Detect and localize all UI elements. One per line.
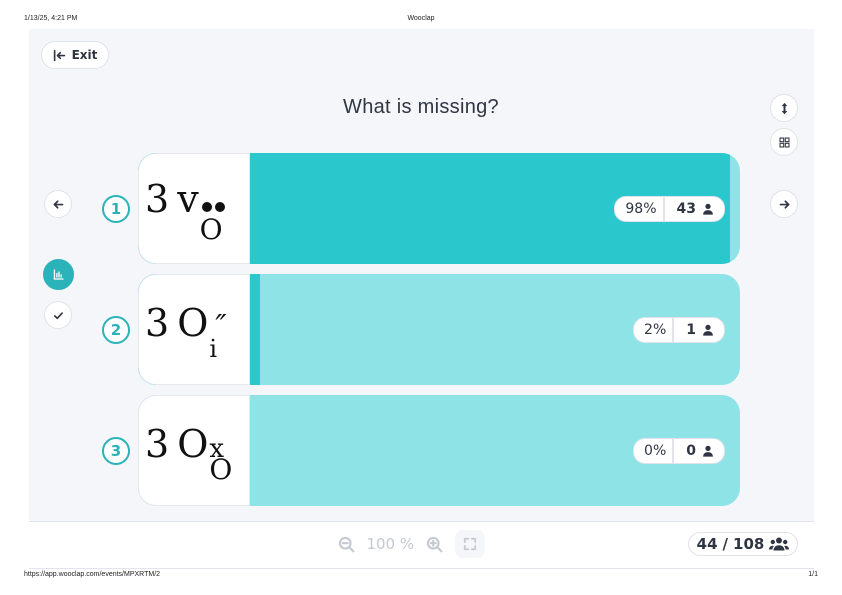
print-datetime: 1/13/25, 4:21 PM bbox=[24, 15, 78, 22]
resize-button[interactable] bbox=[770, 94, 798, 122]
check-icon bbox=[53, 311, 63, 319]
user-icon bbox=[703, 324, 713, 336]
user-icon bbox=[703, 203, 713, 215]
formula-superscript: ″ bbox=[215, 308, 227, 344]
user-icon bbox=[703, 445, 713, 457]
result-count-value: 0 bbox=[686, 443, 696, 459]
option-number: 1 bbox=[102, 195, 130, 223]
fullscreen-button[interactable] bbox=[454, 530, 485, 558]
formula-coefficient: 3 bbox=[145, 177, 170, 221]
formula-coefficient: 3 bbox=[145, 421, 170, 466]
grid-layout-icon bbox=[779, 137, 789, 147]
exit-icon bbox=[53, 49, 65, 61]
result-percent: 0% bbox=[634, 439, 675, 463]
fullscreen-icon bbox=[463, 537, 477, 551]
result-stats: 0% 0 bbox=[633, 438, 725, 464]
formula-superscript bbox=[201, 202, 225, 212]
result-stats: 2% 1 bbox=[633, 317, 725, 343]
formula-base: O bbox=[177, 300, 209, 345]
option-number: 2 bbox=[102, 316, 130, 344]
print-url: https://app.wooclap.com/events/MPXRTM/2 bbox=[24, 571, 161, 578]
zoom-out-button[interactable] bbox=[335, 533, 357, 555]
next-button[interactable] bbox=[770, 190, 798, 218]
formula-base: v bbox=[177, 177, 199, 221]
result-percent: 98% bbox=[615, 197, 665, 221]
formula-subscript: O bbox=[209, 452, 233, 486]
formula-base: O bbox=[177, 421, 209, 466]
participants-separator: / bbox=[722, 535, 729, 553]
users-icon bbox=[769, 537, 790, 551]
zoom-in-icon bbox=[426, 536, 443, 552]
result-count: 1 bbox=[674, 318, 724, 342]
option-formula: 3 O x O bbox=[138, 395, 250, 506]
result-stats: 98% 43 bbox=[614, 196, 725, 222]
result-percent: 2% bbox=[634, 318, 675, 342]
participants-current: 44 bbox=[696, 535, 718, 553]
formula-subscript: O bbox=[199, 213, 223, 246]
bottom-toolbar bbox=[29, 521, 814, 569]
formula-subscript: i bbox=[209, 334, 218, 363]
answer-option[interactable]: 3 O ″ i 2% 1 bbox=[138, 274, 740, 385]
option-formula: 3 v O bbox=[138, 153, 250, 264]
zoom-controls: 100 % bbox=[335, 530, 485, 558]
zoom-out-icon bbox=[338, 536, 354, 552]
zoom-in-button[interactable] bbox=[424, 533, 446, 555]
zoom-level: 100 % bbox=[366, 535, 415, 553]
result-count: 43 bbox=[665, 197, 724, 221]
option-number: 3 bbox=[102, 437, 130, 465]
arrow-left-icon bbox=[53, 199, 63, 209]
formula-coefficient: 3 bbox=[145, 300, 170, 345]
option-formula: 3 O ″ i bbox=[138, 274, 250, 385]
result-count: 0 bbox=[674, 439, 724, 463]
exit-button[interactable]: Exit bbox=[41, 41, 109, 69]
show-correct-button[interactable] bbox=[44, 301, 72, 329]
arrow-right-icon bbox=[779, 199, 789, 209]
previous-button[interactable] bbox=[44, 190, 72, 218]
print-title: Wooclap bbox=[407, 15, 435, 22]
answer-option[interactable]: 3 v O 98% 43 bbox=[138, 153, 740, 264]
print-page: 1/1 bbox=[808, 571, 818, 578]
bar-chart-icon bbox=[53, 269, 64, 280]
participants-total: 108 bbox=[733, 535, 765, 553]
question-title: What is missing? bbox=[343, 96, 499, 118]
participants-counter: 44 / 108 bbox=[688, 532, 798, 556]
formula-superscript: x bbox=[209, 433, 225, 464]
answer-option[interactable]: 3 O x O 0% 0 bbox=[138, 395, 740, 506]
result-count-value: 43 bbox=[676, 201, 696, 217]
exit-label: Exit bbox=[71, 48, 98, 62]
layout-button[interactable] bbox=[770, 128, 798, 156]
result-count-value: 1 bbox=[686, 322, 696, 338]
vertical-resize-icon bbox=[781, 102, 787, 114]
results-button[interactable] bbox=[43, 259, 74, 290]
